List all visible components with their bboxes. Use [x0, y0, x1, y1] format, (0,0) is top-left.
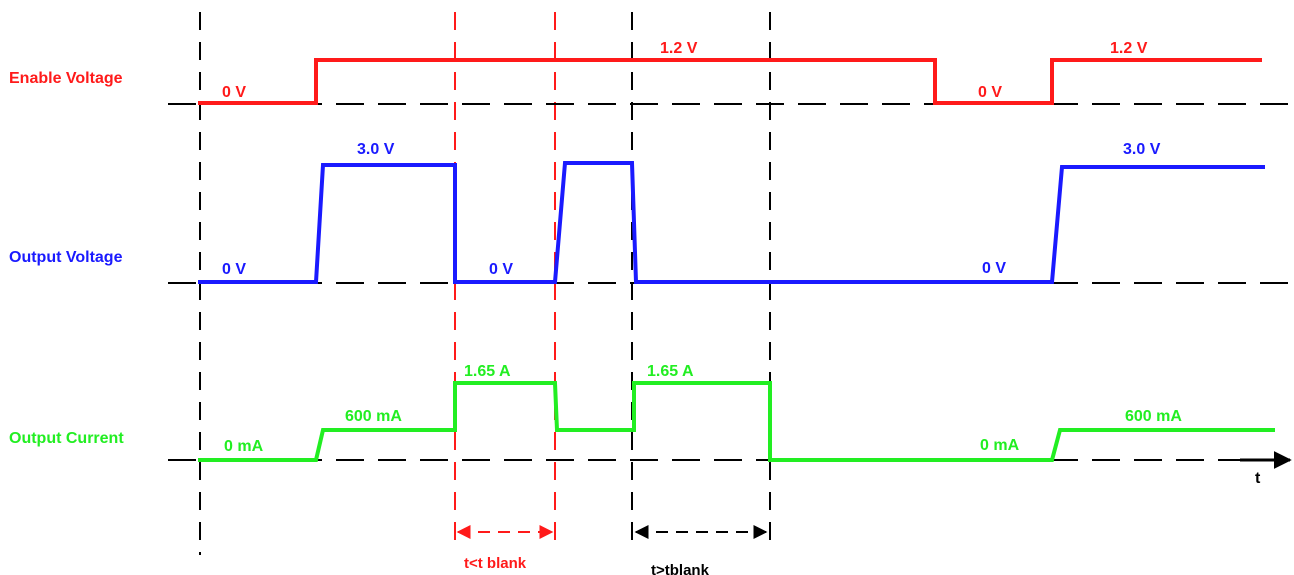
vout-level-2: 0 V — [489, 261, 513, 278]
short-interval-label: t<t blank — [464, 555, 527, 572]
vout-level-4: 3.0 V — [1123, 141, 1161, 158]
iout-level-4: 0 mA — [980, 437, 1020, 454]
enable-level-2: 0 V — [978, 84, 1002, 101]
iout-level-1: 600 mA — [345, 408, 402, 425]
output-current-waveform — [198, 381, 1275, 462]
enable-level-labels: 0 V 1.2 V 0 V 1.2 V — [222, 40, 1148, 101]
vout-level-3: 0 V — [982, 260, 1006, 277]
iout-level-0: 0 mA — [224, 438, 264, 455]
output-current-label: Output Current — [9, 430, 124, 447]
output-voltage-level-labels: 0 V 3.0 V 0 V 0 V 3.0 V — [222, 141, 1161, 278]
enable-level-1: 1.2 V — [660, 40, 698, 57]
iout-level-3: 1.65 A — [647, 363, 694, 380]
output-voltage-label: Output Voltage — [9, 249, 123, 266]
enable-level-3: 1.2 V — [1110, 40, 1148, 57]
vout-level-0: 0 V — [222, 261, 246, 278]
iout-level-2: 1.65 A — [464, 363, 511, 380]
enable-voltage-label: Enable Voltage — [9, 70, 123, 87]
output-voltage-waveform — [198, 161, 1265, 284]
output-current-level-labels: 0 mA 600 mA 1.65 A 1.65 A 0 mA 600 mA — [224, 363, 1182, 455]
enable-level-0: 0 V — [222, 84, 246, 101]
vout-level-1: 3.0 V — [357, 141, 395, 158]
long-interval-label: t>tblank — [651, 562, 710, 575]
iout-level-5: 600 mA — [1125, 408, 1182, 425]
time-axis-label: t — [1255, 470, 1261, 487]
enable-voltage-waveform — [198, 58, 1262, 105]
